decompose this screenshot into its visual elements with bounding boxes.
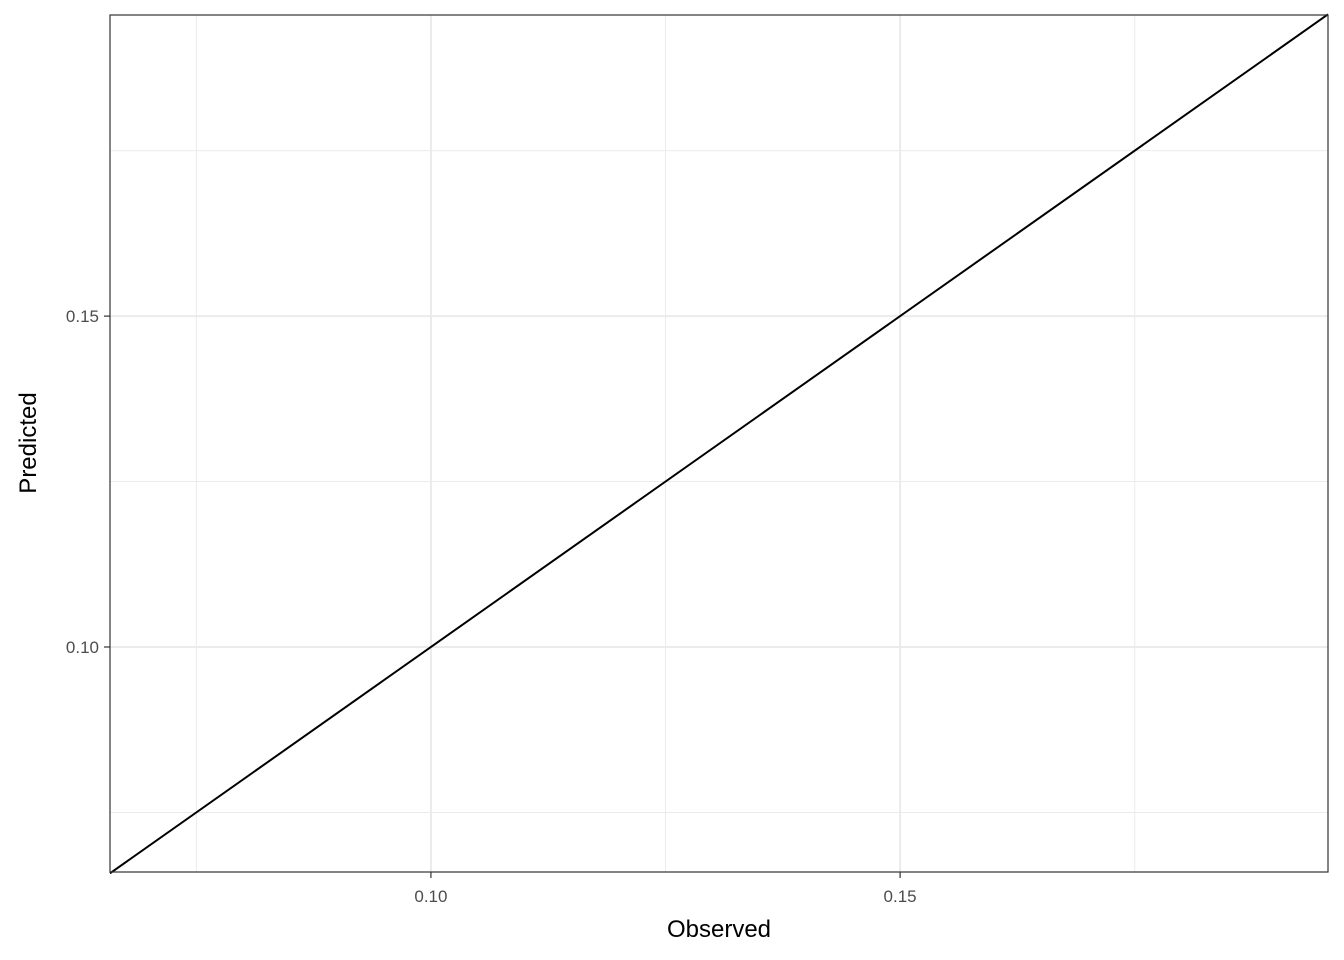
- identity-line: [109, 13, 1329, 875]
- y-tick-label: 0.10: [66, 638, 99, 657]
- panel-border: [109, 14, 1329, 873]
- x-axis-label: Observed: [667, 916, 771, 943]
- y-axis-label: Predicted: [15, 392, 42, 493]
- x-tick-label: 0.10: [414, 887, 447, 906]
- x-tick-label: 0.15: [884, 887, 917, 906]
- y-tick-label: 0.15: [66, 307, 99, 326]
